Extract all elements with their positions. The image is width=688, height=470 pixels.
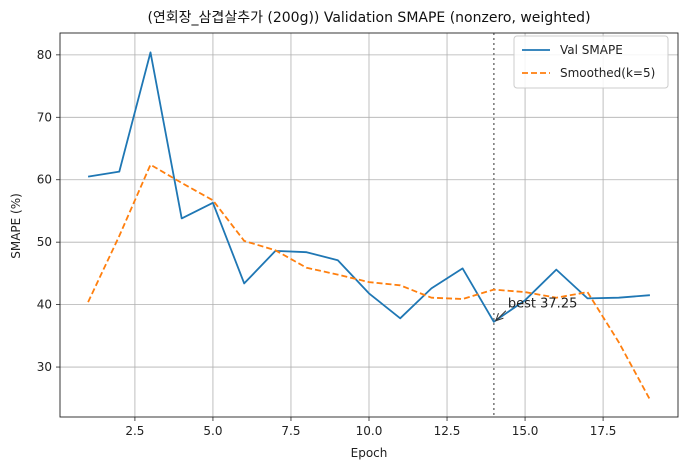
y-tick-label: 50 [37,235,52,249]
x-tick-label: 12.5 [434,424,461,438]
chart-title: (연회장_삼겹살추가 (200g)) Validation SMAPE (non… [147,10,590,26]
legend: Val SMAPE Smoothed(k=5) [513,35,669,89]
x-tick-label: 7.5 [281,424,300,438]
series-layer [87,51,651,400]
x-tick-label: 17.5 [590,424,617,438]
series-line-val-smape [87,51,650,323]
grid [60,33,678,417]
legend-label-smoothed: Smoothed(k=5) [560,66,655,80]
annotation-arrowhead [494,313,504,322]
y-tick-label: 40 [37,298,52,312]
x-axis-label: Epoch [351,446,388,460]
y-tick-label: 70 [37,110,52,124]
y-axis-label: SMAPE (%) [9,193,23,259]
legend-box [513,35,669,89]
y-tick-label: 60 [37,173,52,187]
x-tick-label: 2.5 [125,424,144,438]
y-axis: 30 40 50 60 70 80 [37,48,60,374]
legend-label-val-smape: Val SMAPE [560,43,623,57]
annotation-arrow [495,310,507,322]
x-tick-label: 5.0 [203,424,222,438]
x-axis: 2.5 5.0 7.5 10.0 12.5 15.0 17.5 [125,417,616,438]
x-tick-label: 10.0 [356,424,383,438]
annotation-text: best 37.25 [508,297,577,312]
annotation: best 37.25 [494,297,577,322]
x-tick-label: 15.0 [512,424,539,438]
y-tick-label: 80 [37,48,52,62]
series-line-smoothed [87,163,651,400]
y-tick-label: 30 [37,360,52,374]
